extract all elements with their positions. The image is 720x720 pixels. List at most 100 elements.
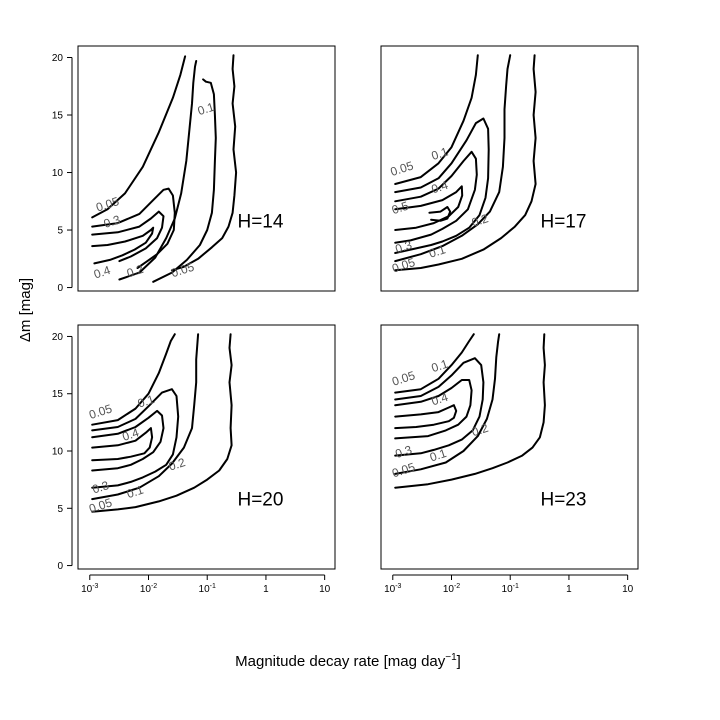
contour-label: 0.1	[125, 483, 146, 502]
contour-label: 0.1	[427, 242, 448, 261]
contour-line-0_2	[394, 150, 478, 244]
y-axis: 0 5 10 15 20	[52, 332, 73, 572]
x-tick-exponent: -2	[151, 583, 157, 590]
contour-line-0_3	[91, 210, 165, 263]
contour-line-0_4	[394, 185, 464, 231]
contour-label: 0.4	[120, 425, 141, 444]
contour-line-0_05	[394, 333, 546, 489]
contour-line-0_05	[394, 54, 512, 263]
x-tick-label: 10-3	[81, 583, 98, 595]
contour-line-0_4	[394, 404, 458, 430]
x-tick-label: 10-1	[199, 583, 216, 595]
contour-label: 0.05	[389, 158, 416, 179]
x-tick-base: 10	[81, 584, 93, 595]
contour-label: 0.1	[430, 357, 451, 376]
y-tick-label: 0	[57, 283, 63, 294]
x-axis-title-main: Magnitude decay rate [mag day	[235, 653, 446, 670]
contour-line-0_1	[91, 388, 180, 489]
contour-line-0_05	[91, 333, 200, 501]
contour-label: 0.3	[393, 238, 414, 257]
contour-label: 0.3	[90, 478, 111, 497]
contour-label: 0.1	[430, 144, 451, 163]
y-axis: 0 5 10 15 20	[52, 53, 73, 294]
x-tick-label: 10	[622, 584, 634, 595]
contour-line-0_05	[91, 55, 187, 219]
y-tick-label: 15	[52, 111, 64, 122]
panel-frame	[77, 45, 336, 292]
x-tick-base: 10	[319, 584, 331, 595]
contour-line-0_4	[91, 226, 155, 265]
panel-frame	[380, 324, 639, 570]
y-tick-label: 10	[52, 168, 64, 179]
x-axis-title-end: ]	[457, 653, 461, 670]
panel-label: H=20	[237, 490, 283, 511]
y-axis-title: Δm [mag]	[17, 278, 34, 342]
contour-line-0_5	[428, 206, 452, 222]
x-tick-base: 10	[140, 584, 152, 595]
y-tick-label: 5	[57, 226, 63, 237]
y-tick-label: 15	[52, 389, 64, 400]
y-tick-label: 20	[52, 53, 64, 64]
contour-line-0_05	[91, 333, 176, 426]
x-tick-base: 10	[443, 584, 455, 595]
y-tick-label: 20	[52, 332, 64, 343]
contour-label: 0.4	[430, 178, 451, 197]
y-tick-label: 10	[52, 447, 64, 458]
contour-label: 0.1	[136, 392, 157, 411]
contour-line-0_05	[170, 54, 238, 272]
x-tick-exponent: -1	[513, 583, 519, 590]
x-tick-exponent: -2	[454, 583, 460, 590]
x-axis-title-sup: −1	[445, 652, 457, 663]
y-tick-label: 5	[57, 504, 63, 515]
contour-label: 0.3	[102, 212, 123, 231]
x-tick-base: 10	[502, 584, 514, 595]
panel-label: H=14	[237, 211, 283, 232]
x-axis-title: Magnitude decay rate [mag day−1]	[235, 652, 461, 670]
contour-label: 0.05	[390, 255, 417, 276]
panels-group: 0.050.30.4 0.2 0.050.1H=14051015200.050.10…	[52, 45, 639, 595]
panel-label: H=17	[540, 211, 586, 232]
x-tick-base: 1	[566, 584, 572, 595]
contour-label: 0.4	[92, 263, 113, 282]
panel-frame	[380, 45, 639, 292]
panel-label: H=23	[540, 490, 586, 511]
contour-label: 0.05	[87, 401, 114, 422]
contour-label: 0.4	[430, 390, 451, 409]
contour-label: 0.2	[125, 262, 146, 281]
contour-label: 0.2	[470, 421, 491, 440]
x-tick-label: 10-3	[384, 583, 401, 595]
contour-line-0_05	[394, 54, 537, 272]
x-tick-label: 10-1	[502, 583, 519, 595]
x-tick-label: 1	[566, 584, 572, 595]
x-tick-label: 10	[319, 584, 331, 595]
contour-label: 0.05	[169, 260, 196, 281]
x-tick-label: 1	[263, 584, 269, 595]
x-axis: 10-3 10-2 10-1 1 10	[81, 574, 331, 595]
contour-line-0_2	[118, 60, 198, 281]
contour-label: 0.05	[390, 460, 417, 481]
contour-line-0_4	[91, 427, 154, 462]
x-tick-exponent: -3	[395, 583, 401, 590]
x-axis: 10-3 10-2 10-1 1 10	[384, 574, 634, 595]
contour-label: 0.2	[470, 211, 491, 230]
x-tick-exponent: -1	[210, 583, 216, 590]
y-tick-label: 0	[57, 561, 63, 572]
contour-label: 0.5	[390, 198, 411, 217]
contour-line-0_05	[91, 333, 233, 513]
panel-2: 0.05 0.1 0.4 0.5 0.2 0.3 0.1 0.05 H=17	[380, 45, 639, 292]
contour-label: 0.1	[196, 100, 217, 119]
contour-label: 0.05	[390, 368, 417, 389]
contour-line-0_1	[152, 78, 217, 283]
x-tick-base: 1	[263, 584, 269, 595]
x-tick-base: 10	[622, 584, 634, 595]
contour-label: 0.3	[393, 442, 414, 461]
x-tick-label: 10-2	[443, 583, 460, 595]
panel-frame	[77, 324, 336, 570]
x-tick-base: 10	[384, 584, 396, 595]
contour-line-0_05	[394, 333, 501, 475]
contour-line-0_2	[394, 379, 473, 440]
